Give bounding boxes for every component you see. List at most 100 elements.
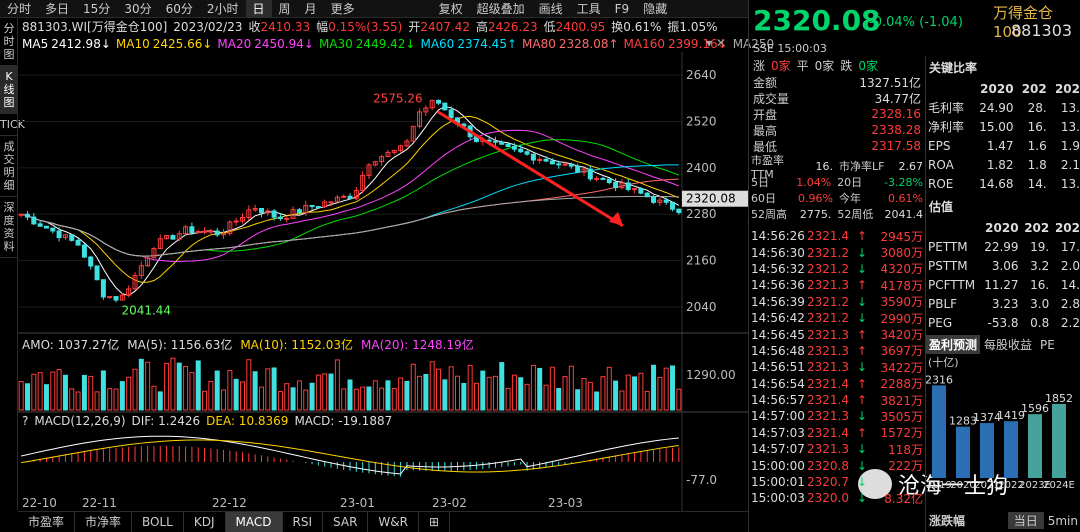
amo-bar bbox=[277, 391, 283, 411]
candle-body bbox=[404, 140, 410, 147]
ratio-value: 28. bbox=[1027, 100, 1047, 115]
valuation-table: 2020 202 202 PETTM 22.99 19. 17. PSTTM 3.06 3.2 2.… bbox=[926, 218, 1080, 332]
quote-stat-value: 34.77亿 bbox=[874, 91, 921, 106]
tick-time: 14:56:57 bbox=[751, 393, 805, 408]
indicator-tab[interactable]: W&R bbox=[368, 512, 419, 532]
amo-bar bbox=[530, 364, 536, 411]
f9-button[interactable]: F9 bbox=[614, 1, 630, 16]
date-tick-label: 22-11 bbox=[82, 496, 117, 510]
tab-pe[interactable]: PE bbox=[1040, 337, 1055, 352]
candle-body bbox=[606, 178, 612, 184]
fuquan-button[interactable]: 复权 bbox=[438, 1, 463, 16]
macd-dea: DEA: 10.8369 bbox=[206, 414, 289, 428]
return-stat-row: 5日 1.04% 20日 -3.28% bbox=[751, 174, 923, 190]
amo-bar bbox=[473, 382, 479, 411]
price-tick-label: 2040 bbox=[686, 300, 717, 314]
amo-bar bbox=[423, 373, 429, 411]
draw-line-button[interactable]: 画线 bbox=[538, 1, 563, 16]
high-value: 2426.23 bbox=[487, 20, 538, 34]
candle-body bbox=[164, 235, 170, 240]
today-button[interactable]: 当日 bbox=[1007, 512, 1044, 529]
amo-bar bbox=[455, 375, 461, 411]
arrow-up-icon: ↑ bbox=[857, 278, 868, 293]
tab-2hour[interactable]: 2小时 bbox=[206, 1, 239, 16]
candle-body bbox=[277, 216, 283, 219]
amo-bar bbox=[486, 376, 492, 411]
tick-volume: 3422万 bbox=[880, 360, 923, 375]
tab-more[interactable]: 更多 bbox=[330, 1, 355, 16]
candle-body bbox=[195, 231, 201, 234]
tab-trade-detail[interactable]: 成交明细 bbox=[0, 136, 18, 197]
tab-tick[interactable]: TICK bbox=[0, 114, 25, 136]
arrow-down-icon: ↓ bbox=[857, 442, 868, 457]
ratio-value: 2.1 bbox=[1060, 157, 1080, 172]
indicator-tab[interactable]: KDJ bbox=[184, 512, 226, 532]
amo-bar bbox=[258, 386, 264, 411]
ma-settings-icon[interactable]: ▾ ✕ bbox=[706, 36, 726, 50]
amo-bar bbox=[233, 378, 239, 411]
amo-tick-label: 1290.00 bbox=[686, 368, 736, 382]
macd-help-icon[interactable]: ? bbox=[22, 414, 29, 428]
hide-button[interactable]: 隐藏 bbox=[643, 1, 668, 16]
tab-multiday[interactable]: 多日 bbox=[45, 1, 70, 16]
forecast-bar-label: 2024E bbox=[1043, 480, 1075, 488]
tab-60min[interactable]: 60分 bbox=[165, 1, 193, 16]
amo-bar bbox=[619, 390, 625, 411]
ratio-value: 3.2 bbox=[1030, 258, 1050, 273]
tick-row: 14:56:48 2321.3 ↑ 3697万 bbox=[751, 343, 923, 359]
candle-body bbox=[62, 234, 68, 239]
ratio-label: PCFTTM bbox=[928, 277, 976, 292]
tab-fenshi-chart[interactable]: 分时图 bbox=[0, 18, 18, 66]
indicator-tab[interactable]: SAR bbox=[323, 512, 369, 532]
tick-price: 2321.3 bbox=[807, 343, 849, 358]
tab-eps[interactable]: 每股收益 bbox=[984, 338, 1033, 352]
candle-body bbox=[334, 196, 340, 203]
ratio-value: 22.99 bbox=[984, 239, 1019, 254]
ratio-label: PEG bbox=[928, 315, 953, 330]
tools-button[interactable]: 工具 bbox=[576, 1, 601, 16]
ma-value: 2328.08↑ bbox=[558, 36, 619, 51]
tick-row: 15:00:01 2320.7 ↓ bbox=[751, 474, 923, 490]
tab-month[interactable]: 月 bbox=[304, 1, 317, 16]
tab-week[interactable]: 周 bbox=[278, 1, 291, 16]
tick-volume: 8.32亿 bbox=[884, 491, 923, 506]
indicator-tab[interactable]: BOLL bbox=[132, 512, 184, 532]
timeframe-button[interactable]: 5min bbox=[1047, 513, 1078, 528]
tab-kline-chart[interactable]: K线图 bbox=[0, 66, 18, 114]
tab-depth-info[interactable]: 深度资料 bbox=[0, 197, 18, 258]
indicator-tab[interactable]: ⊞ bbox=[419, 512, 451, 532]
stat-label: 5日 bbox=[751, 176, 769, 189]
candle-body bbox=[518, 148, 524, 153]
amo-bar bbox=[43, 384, 49, 411]
low-annotation: 2041.44 bbox=[121, 303, 171, 317]
amo-bar bbox=[518, 377, 524, 411]
indicator-tab[interactable]: 市净率 bbox=[75, 512, 133, 532]
tick-price: 2321.2 bbox=[807, 245, 849, 260]
candle-body bbox=[151, 248, 157, 259]
indicator-tab[interactable]: MACD bbox=[225, 512, 283, 532]
ma-label: MA160 bbox=[623, 36, 666, 51]
candle-body bbox=[94, 265, 100, 281]
candle-body bbox=[214, 230, 220, 236]
tick-price: 2321.2 bbox=[807, 294, 849, 309]
forecast-bar-chart: 2316 2019 1283 2020 1374 2021 1419 2022 1596 2023… bbox=[925, 373, 1075, 491]
indicator-tab[interactable]: 市盈率 bbox=[18, 512, 76, 532]
candle-body bbox=[145, 257, 151, 267]
tab-15min[interactable]: 15分 bbox=[83, 1, 111, 16]
ratio-value: 11.27 bbox=[984, 277, 1019, 292]
open-value: 2407.42 bbox=[420, 20, 470, 34]
candle-body bbox=[126, 288, 132, 296]
candle-body bbox=[100, 279, 106, 298]
amo-bar bbox=[252, 371, 258, 411]
tab-fenshi[interactable]: 分时 bbox=[7, 1, 32, 16]
tab-day[interactable]: 日 bbox=[245, 0, 272, 18]
year-header: 202 bbox=[1054, 81, 1080, 96]
indicator-tab[interactable]: RSI bbox=[283, 512, 324, 532]
candle-body bbox=[208, 230, 214, 233]
info-bar: 881303.WI[万得金仓100] 2023/02/23 收2410.33 幅… bbox=[22, 19, 718, 35]
tab-profit-forecast[interactable]: 盈利预测 bbox=[926, 335, 981, 354]
overlay-button[interactable]: 超级叠加 bbox=[476, 1, 525, 16]
candle-body bbox=[113, 296, 119, 301]
ratio-value: 1.82 bbox=[986, 157, 1014, 172]
tab-30min[interactable]: 30分 bbox=[124, 1, 152, 16]
